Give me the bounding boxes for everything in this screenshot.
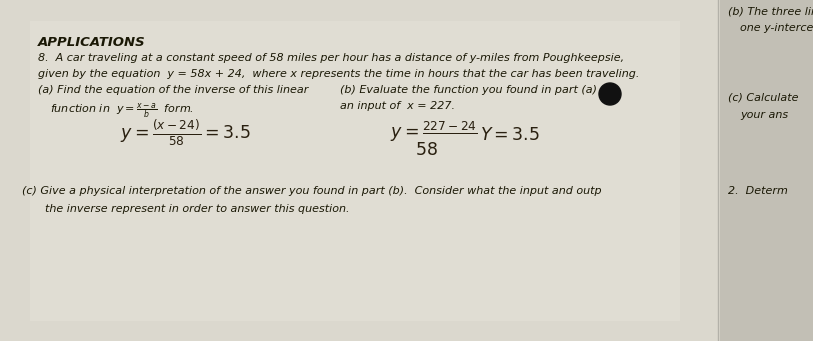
FancyBboxPatch shape bbox=[0, 0, 720, 341]
Text: $y = \frac{(x-24)}{58} = 3.5$: $y = \frac{(x-24)}{58} = 3.5$ bbox=[120, 119, 250, 149]
Text: (b) Evaluate the function you found in part (a): (b) Evaluate the function you found in p… bbox=[340, 85, 597, 95]
Text: 2.  Determ: 2. Determ bbox=[728, 186, 788, 196]
Text: $58$: $58$ bbox=[415, 141, 438, 159]
Text: APPLICATIONS: APPLICATIONS bbox=[38, 36, 146, 49]
Circle shape bbox=[599, 83, 621, 105]
Text: given by the equation  y = 58x + 24,  where x represents the time in hours that : given by the equation y = 58x + 24, wher… bbox=[38, 69, 639, 79]
Text: (a) Find the equation of the inverse of this linear: (a) Find the equation of the inverse of … bbox=[38, 85, 308, 95]
Text: 8.  A car traveling at a constant speed of 58 miles per hour has a distance of y: 8. A car traveling at a constant speed o… bbox=[38, 53, 624, 63]
FancyBboxPatch shape bbox=[30, 21, 680, 321]
Text: the inverse represent in order to answer this question.: the inverse represent in order to answer… bbox=[45, 204, 350, 214]
FancyBboxPatch shape bbox=[720, 0, 813, 341]
Text: (b) The three line: (b) The three line bbox=[728, 6, 813, 16]
Text: an input of  x = 227.: an input of x = 227. bbox=[340, 101, 455, 111]
Text: one y-interce: one y-interce bbox=[740, 23, 813, 33]
Text: your ans: your ans bbox=[740, 110, 788, 120]
Text: function in  $y = \frac{x-a}{b}$  form.: function in $y = \frac{x-a}{b}$ form. bbox=[50, 101, 194, 120]
Text: $Y = 3.5$: $Y = 3.5$ bbox=[480, 126, 540, 144]
Text: (c) Calculate: (c) Calculate bbox=[728, 93, 798, 103]
Text: (c) Give a physical interpretation of the answer you found in part (b).  Conside: (c) Give a physical interpretation of th… bbox=[22, 186, 602, 196]
Text: $y = \frac{227 - 24}{\ \ \ }$: $y = \frac{227 - 24}{\ \ \ }$ bbox=[390, 119, 478, 144]
